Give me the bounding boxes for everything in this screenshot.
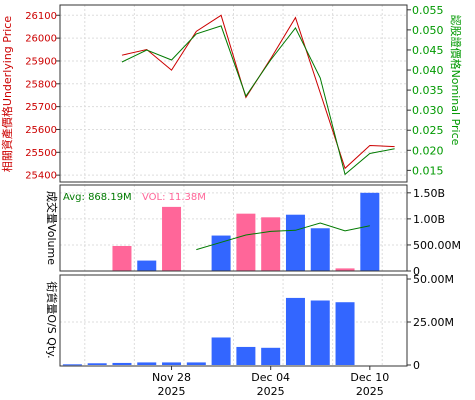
os-qty-bar	[236, 346, 256, 365]
volume-bar	[162, 206, 182, 271]
right-tick-label: 0.035	[412, 84, 444, 97]
os-qty-bar	[112, 362, 132, 365]
x-tick-date: Dec 04	[251, 371, 290, 384]
volume-axis-label: 成交量Volume	[45, 191, 59, 265]
volume-panel: 1.50B 1.00B 500.00M 0 Avg: 868.19M VOL: 11.…	[45, 184, 461, 278]
right-tick-label: 0.020	[412, 144, 444, 157]
right-tick-label: 0.015	[412, 164, 444, 177]
volume-bar	[137, 260, 157, 271]
right-tick-label: 0.045	[412, 44, 444, 57]
os-tick-label: 50.00M	[413, 273, 454, 286]
right-tick-label: 0.025	[412, 124, 444, 137]
volume-average-line	[196, 222, 370, 251]
left-tick-label: 25600	[25, 125, 57, 136]
volume-tick-label: 1.00B	[413, 213, 445, 226]
volume-bar	[335, 268, 355, 271]
x-tick-year: 2025	[158, 385, 186, 398]
volume-bar	[285, 214, 305, 271]
x-tick-year: 2025	[257, 385, 285, 398]
volume-tick-label: 500.00M	[413, 239, 461, 252]
os-qty-bar	[211, 337, 231, 365]
shortsell-plot-area	[59, 274, 408, 367]
os-tick-label: 25.00M	[413, 316, 454, 329]
price-plot-area	[59, 4, 408, 183]
right-tick-label: 0.040	[412, 64, 444, 77]
volume-bar	[360, 192, 380, 271]
volume-bar	[211, 235, 231, 271]
os-qty-bar	[186, 362, 206, 365]
volume-avg-legend: Avg: 868.19M	[63, 192, 132, 203]
x-tick-year: 2025	[356, 385, 384, 398]
volume-bar	[236, 213, 256, 271]
x-tick-date: Dec 10	[350, 371, 389, 384]
x-tick-date: Nov 28	[152, 371, 191, 384]
right-tick-label: 0.030	[412, 104, 444, 117]
os-qty-bar	[310, 300, 330, 365]
left-tick-label: 25900	[25, 56, 57, 67]
volume-bar	[261, 217, 281, 271]
os-qty-bar	[261, 347, 281, 365]
shortsell-axis-label: 街貨量O/S Qty.	[45, 281, 59, 358]
left-tick-label: 25800	[25, 79, 57, 90]
volume-tick-label: 1.50B	[413, 187, 445, 200]
left-tick-label: 25400	[25, 171, 57, 182]
price-panel: 26100 26000 25900 25800 25700 25600 25500 25400…	[0, 4, 463, 183]
volume-bar	[310, 228, 330, 271]
right-tick-label: 0.055	[412, 4, 444, 17]
volume-bar	[112, 245, 132, 271]
os-qty-bar	[285, 297, 305, 365]
left-tick-label: 25700	[25, 102, 57, 113]
os-qty-bar	[162, 362, 182, 365]
nominal-price-line	[121, 25, 395, 176]
volume-vol-legend: VOL: 11.38M	[142, 192, 206, 203]
volume-tick-label: 0	[413, 265, 420, 278]
os-qty-bar	[62, 364, 82, 366]
price-right-axis-label: 認股證價格Nominal Price	[449, 15, 463, 146]
right-tick-label: 0.050	[412, 24, 444, 37]
os-tick-label: 0	[413, 359, 420, 372]
price-left-axis-label: 相關資產價格Underlying Price	[0, 16, 14, 172]
left-tick-label: 26000	[25, 34, 57, 45]
left-tick-label: 26100	[25, 11, 57, 22]
volume-plot-area	[59, 184, 408, 272]
os-qty-bar	[335, 302, 355, 365]
os-qty-bar	[137, 362, 157, 365]
os-qty-bar	[87, 363, 107, 365]
left-tick-label: 25500	[25, 148, 57, 159]
